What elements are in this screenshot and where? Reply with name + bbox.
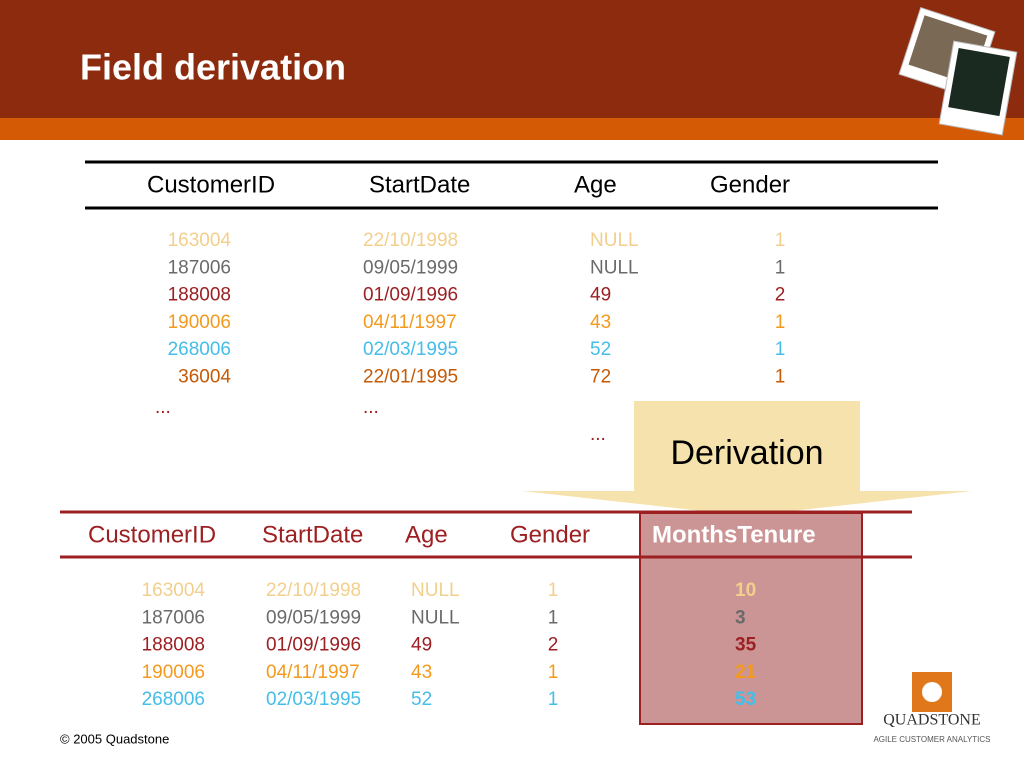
cell: 2 — [548, 635, 559, 656]
derived-cell: 21 — [735, 662, 757, 683]
footer: © 2005 Quadstone — [60, 731, 169, 746]
cell: 187006 — [168, 257, 231, 278]
cell: 163004 — [168, 230, 232, 251]
cell: NULL — [590, 230, 639, 251]
cell: 04/11/1997 — [363, 312, 457, 333]
column-header: Age — [574, 171, 617, 198]
derived-cell: 3 — [735, 607, 746, 628]
cell: 72 — [590, 367, 611, 388]
cell: 01/09/1996 — [363, 285, 458, 306]
tables: CustomerID StartDate Age Gender 163004 22/10/… — [88, 171, 816, 710]
cell: 190006 — [142, 662, 205, 683]
header-stripe — [0, 118, 1024, 140]
cell: 22/10/1998 — [266, 580, 361, 601]
ellipsis: ... — [363, 397, 379, 418]
cell: 02/03/1995 — [266, 689, 361, 710]
cell: 1 — [548, 580, 559, 601]
cell: 188008 — [168, 285, 231, 306]
cell: 190006 — [168, 312, 231, 333]
cell: 49 — [590, 285, 611, 306]
cell: 1 — [548, 689, 559, 710]
cell: 09/05/1999 — [363, 257, 458, 278]
cell: 1 — [775, 230, 786, 251]
derived-cell: 35 — [735, 635, 757, 656]
cell: 2 — [775, 285, 786, 306]
column-header: Age — [405, 521, 448, 548]
cell: 1 — [775, 339, 786, 360]
cell: 09/05/1999 — [266, 607, 361, 628]
cell: 52 — [590, 339, 611, 360]
cell: 188008 — [142, 635, 205, 656]
logo: QUADSTONE AGILE CUSTOMER ANALYTICS — [873, 672, 991, 744]
photos — [898, 7, 1018, 136]
logo-name: QUADSTONE — [883, 712, 980, 729]
cell: NULL — [590, 257, 639, 278]
cell: 1 — [548, 607, 559, 628]
cell: 1 — [775, 257, 786, 278]
derivation-label: Derivation — [670, 434, 823, 472]
column-header: StartDate — [369, 171, 470, 198]
cell: 187006 — [142, 607, 205, 628]
cell: 04/11/1997 — [266, 662, 360, 683]
photo — [948, 48, 1010, 117]
cell: 52 — [411, 689, 432, 710]
cell: 49 — [411, 635, 432, 656]
cell: 36004 — [178, 367, 231, 388]
logo-tagline: AGILE CUSTOMER ANALYTICS — [873, 735, 990, 744]
cell: 22/10/1998 — [363, 230, 458, 251]
logo-mark — [922, 682, 942, 702]
column-header: CustomerID — [88, 521, 216, 548]
cell: NULL — [411, 580, 460, 601]
ellipsis: ... — [590, 424, 606, 445]
cell: 1 — [548, 662, 559, 683]
slide-title: Field derivation — [80, 47, 346, 88]
cell: 163004 — [142, 580, 206, 601]
column-header: CustomerID — [147, 171, 275, 198]
header-bar — [0, 0, 1024, 118]
cell: 22/01/1995 — [363, 367, 458, 388]
new-column-highlight — [639, 512, 863, 725]
cell: 1 — [775, 367, 786, 388]
cell: 01/09/1996 — [266, 635, 361, 656]
cell: 1 — [775, 312, 786, 333]
derivation-box — [634, 401, 860, 492]
cell: NULL — [411, 607, 460, 628]
cell: 43 — [411, 662, 432, 683]
column-header: Gender — [510, 521, 590, 548]
column-header: Gender — [710, 171, 790, 198]
cell: 02/03/1995 — [363, 339, 458, 360]
cell: 268006 — [168, 339, 231, 360]
derived-cell: 53 — [735, 689, 756, 710]
column-header: StartDate — [262, 521, 363, 548]
derivation-arrow — [522, 491, 972, 516]
ellipsis: ... — [155, 397, 171, 418]
column-header: MonthsTenure — [652, 521, 816, 548]
cell: 43 — [590, 312, 611, 333]
derived-cell: 10 — [735, 580, 756, 601]
cell: 268006 — [142, 689, 205, 710]
